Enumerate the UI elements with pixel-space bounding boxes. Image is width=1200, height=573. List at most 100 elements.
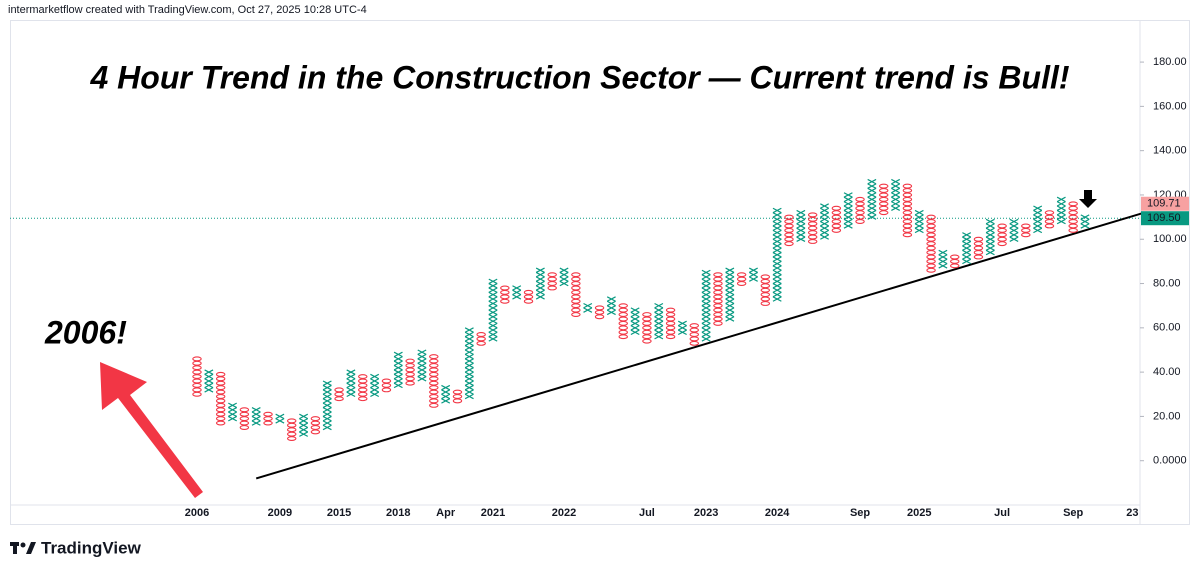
x-box [749,276,758,282]
o-box [405,358,415,364]
column [429,354,439,408]
o-box [902,205,913,211]
x-box [891,201,901,207]
x-box [204,378,214,384]
x-box [322,402,332,409]
x-box [985,232,995,238]
column [725,267,735,322]
x-box [488,336,498,342]
o-box [286,431,297,437]
x-box [914,209,924,216]
o-box [760,287,771,293]
o-box [405,363,415,368]
x-box [725,302,735,309]
o-box [926,245,936,251]
o-box [902,201,913,207]
x-box [606,309,616,316]
x-box [417,353,427,360]
x-box [275,413,285,420]
o-box [239,425,250,430]
column [476,332,486,346]
x-box [464,358,474,364]
x-box [701,305,711,311]
x-box [204,369,214,375]
o-box [358,382,368,388]
o-box [878,201,889,207]
x-box [962,249,972,256]
price-label: 109.50 [1147,212,1181,224]
o-box [286,422,297,428]
o-box [926,227,936,233]
o-box [926,223,936,229]
y-tick-label: 20.00 [1153,410,1181,422]
x-box [464,340,474,347]
x-box [820,220,829,227]
column [938,249,948,269]
o-box [926,236,936,242]
o-box [1068,205,1078,211]
column [228,402,237,422]
o-box [807,234,818,240]
x-box [441,398,451,404]
column [275,413,285,424]
x-box [1033,227,1043,234]
o-box [902,188,913,193]
column [547,272,557,291]
x-box [417,362,427,369]
x-box [796,214,806,220]
x-box [488,322,498,329]
o-box [878,205,889,211]
o-box [902,210,913,216]
x-box [606,305,616,311]
o-box [547,276,557,282]
column [618,303,628,340]
down-arrow [1079,190,1097,208]
y-tick-label: 80.00 [1153,277,1181,289]
column [914,209,924,234]
o-box [689,323,700,329]
x-box [370,387,380,393]
column [523,289,534,304]
o-box [1044,219,1055,224]
x-box [891,178,901,185]
o-box [381,387,392,393]
o-box [950,263,960,269]
o-box [950,254,960,260]
x-box [867,205,877,211]
o-box [263,411,273,417]
o-box [689,332,700,337]
x-box [725,285,735,291]
x-box [867,196,877,203]
x-box [891,187,901,194]
column [441,384,451,404]
column [594,305,605,320]
column [962,232,972,265]
x-box [630,329,640,336]
x-tick-label: 23 [1126,507,1138,519]
x-box [535,289,545,296]
x-tick-label: Sep [1063,507,1083,519]
column [665,307,676,340]
x-box [677,325,687,331]
x-box [275,418,285,424]
x-box [796,236,806,242]
o-box [215,407,226,413]
x-box [796,209,806,216]
o-box [665,334,676,340]
column [500,285,510,304]
o-box [358,391,368,397]
x-box [843,205,853,211]
o-box [500,294,510,300]
o-box [997,241,1007,247]
o-box [902,214,913,220]
o-box [878,196,889,202]
column [1068,201,1078,233]
o-box [926,232,936,238]
o-box [239,411,250,417]
o-box [618,320,628,326]
o-box [618,307,628,313]
o-box [878,188,889,193]
column [192,356,202,397]
